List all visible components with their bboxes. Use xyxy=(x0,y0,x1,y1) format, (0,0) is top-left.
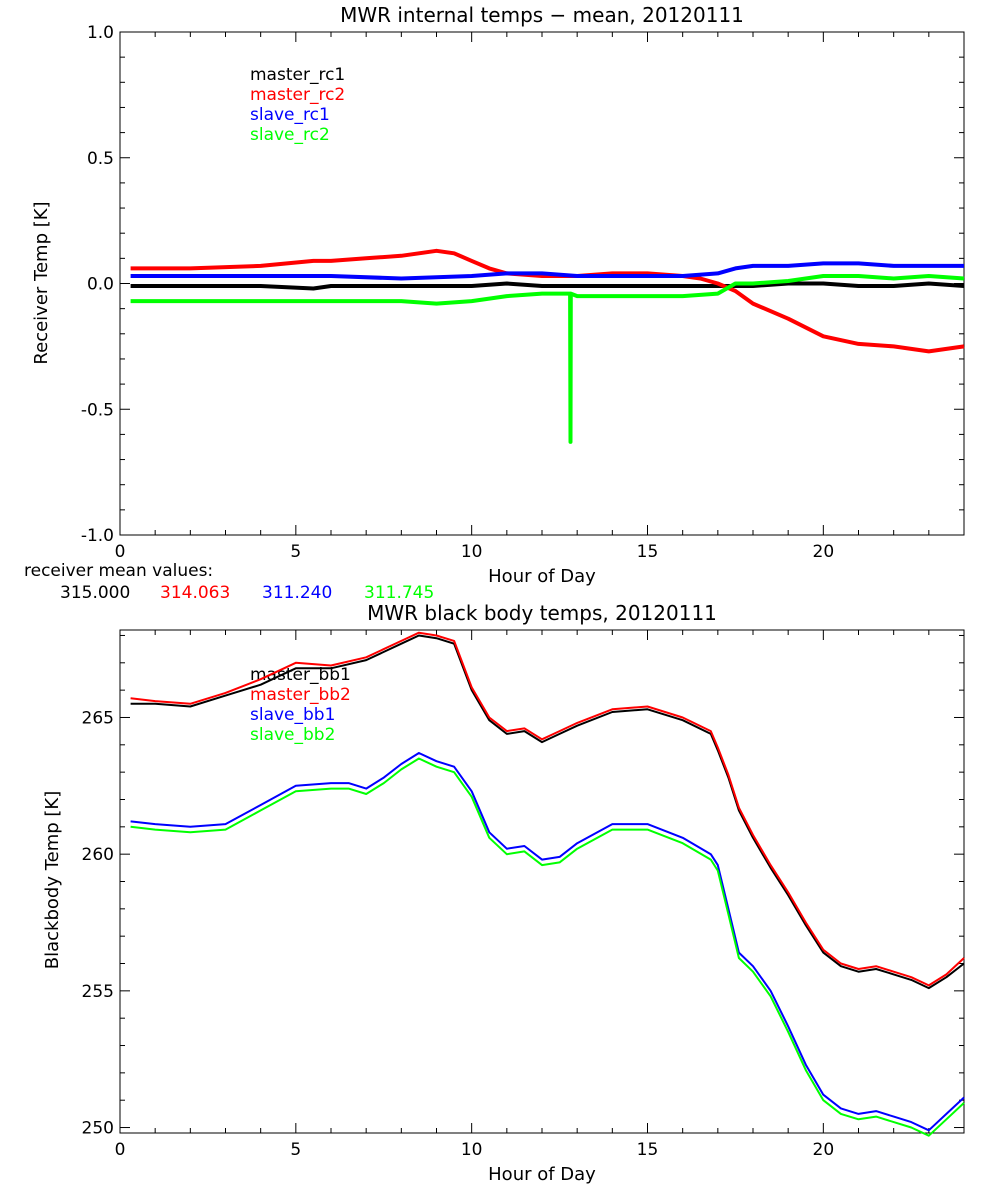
chart1-y-tick-label: 0.0 xyxy=(87,275,114,295)
chart2-y-tick-label: 250 xyxy=(82,1119,114,1139)
chart2-y-tick-label: 265 xyxy=(82,708,114,728)
chart1-x-tick-label: 0 xyxy=(115,542,126,562)
chart1-series-line-slave_rc1 xyxy=(130,261,964,281)
receiver-mean-value-3: 311.240 xyxy=(262,583,332,603)
chart2-series-line-slave_bb1 xyxy=(130,752,965,1132)
chart1-ylabel: Receiver Temp [K] xyxy=(31,201,52,364)
chart2-series-line-master_bb2 xyxy=(130,631,965,987)
chart2-series-line-slave_bb2 xyxy=(130,757,965,1137)
chart2-x-tick-label: 10 xyxy=(461,1140,483,1160)
chart2-ylabel: Blackbody Temp [K] xyxy=(42,791,63,969)
chart2-legend-entry-slave_bb1: slave_bb1 xyxy=(250,705,335,725)
chart2-x-tick-label: 15 xyxy=(637,1140,659,1160)
chart2-legend-entry-master_bb1: master_bb1 xyxy=(250,665,351,685)
chart1-legend-entry-slave_rc1: slave_rc1 xyxy=(250,105,330,125)
chart2-y-tick-label: 260 xyxy=(82,845,114,865)
chart2-x-tick-label: 5 xyxy=(290,1140,301,1160)
chart2-legend-entry-slave_bb2: slave_bb2 xyxy=(250,725,335,745)
chart1-series-line-slave_rc2 xyxy=(130,274,965,444)
chart1-xlabel: Hour of Day xyxy=(488,566,596,587)
chart1-x-tick-label: 15 xyxy=(637,542,659,562)
chart2-plot-frame xyxy=(119,629,965,1134)
chart2-y-tick-label: 255 xyxy=(82,982,114,1002)
chart1-x-tick-label: 5 xyxy=(290,542,301,562)
chart1-legend-entry-master_rc1: master_rc1 xyxy=(250,65,345,85)
chart2-xlabel: Hour of Day xyxy=(488,1164,596,1185)
receiver-mean-label: receiver mean values: xyxy=(24,561,213,581)
chart1-legend-entry-slave_rc2: slave_rc2 xyxy=(250,125,330,145)
chart2-title: MWR black body temps, 20120111 xyxy=(367,601,717,625)
chart1-x-tick-label: 20 xyxy=(813,542,835,562)
receiver-mean-value-4: 311.745 xyxy=(364,583,434,603)
receiver-mean-value-2: 314.063 xyxy=(160,583,230,603)
chart1-y-tick-label: -0.5 xyxy=(81,400,114,420)
chart1-y-tick-label: 0.5 xyxy=(87,149,114,169)
chart2-x-tick-label: 0 xyxy=(115,1140,126,1160)
chart1-title: MWR internal temps − mean, 20120111 xyxy=(340,3,744,27)
chart1-legend-entry-master_rc2: master_rc2 xyxy=(250,85,345,105)
receiver-mean-value-1: 315.000 xyxy=(60,583,130,603)
chart1-y-tick-label: 1.0 xyxy=(87,23,114,43)
chart2-x-tick-label: 20 xyxy=(813,1140,835,1160)
chart1-x-tick-label: 10 xyxy=(461,542,483,562)
chart1-series-line-master_rc1 xyxy=(130,281,965,291)
chart2-series-line-master_bb1 xyxy=(130,634,965,990)
chart1-y-tick-label: -1.0 xyxy=(81,526,114,546)
chart2-legend-entry-master_bb2: master_bb2 xyxy=(250,685,351,705)
